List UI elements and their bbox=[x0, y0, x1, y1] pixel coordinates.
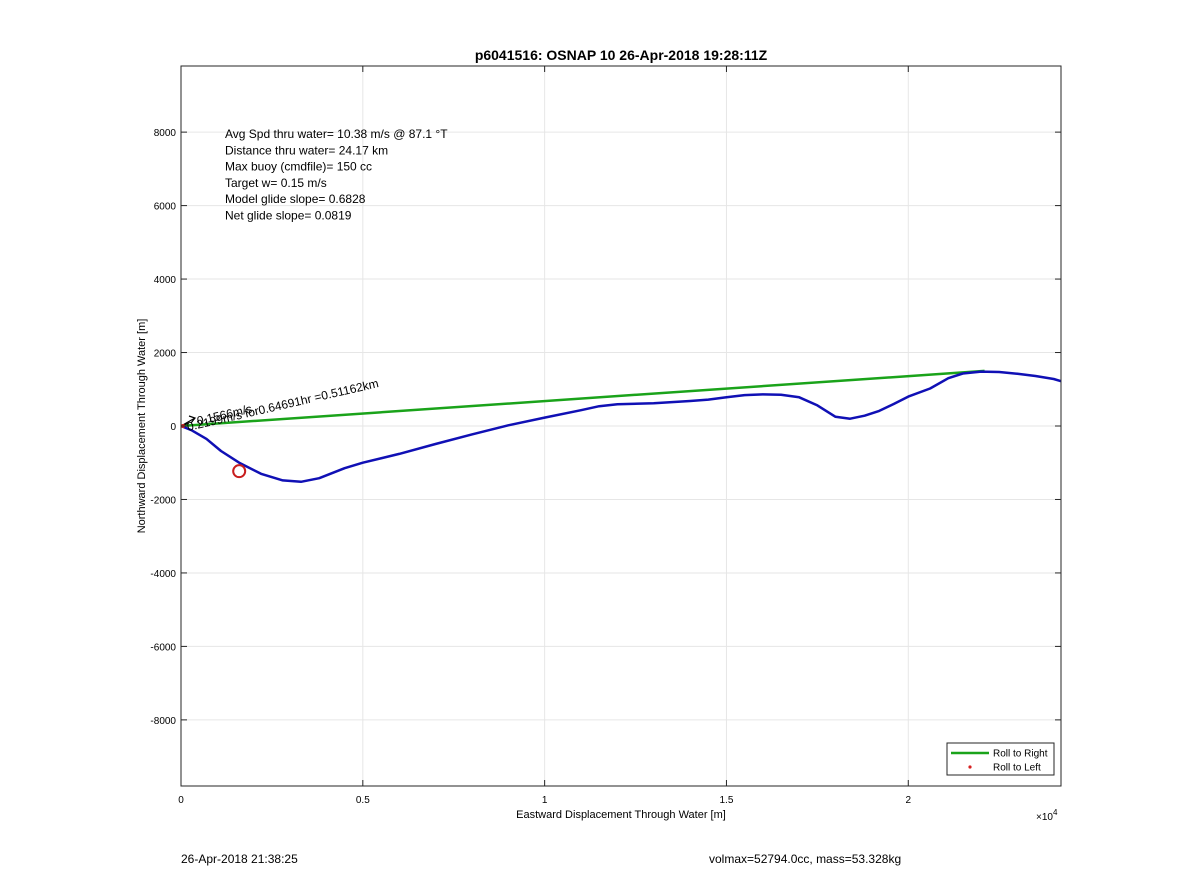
x-tick-label: 1 bbox=[542, 795, 548, 806]
y-tick-label: -8000 bbox=[150, 716, 176, 727]
y-tick-label: 6000 bbox=[154, 202, 177, 213]
vector-annotation: 0.2199m/s for0.64691hr =0.51162km bbox=[186, 376, 380, 434]
circle-marker bbox=[232, 464, 247, 479]
legend-entry: Roll to Right bbox=[993, 749, 1048, 760]
vector-arrowhead bbox=[188, 415, 197, 424]
x-tick-label: 1.5 bbox=[720, 795, 734, 806]
x-tick-label: 0 bbox=[178, 795, 184, 806]
x-tick-label: 2 bbox=[905, 795, 911, 806]
tick-layer: 0 0.5 1 1.5 2 -8000 -6000 -4000 -2000 0 2000 4000 60… bbox=[150, 66, 1061, 806]
legend: Roll to Right Roll to Left bbox=[946, 742, 1055, 776]
stats-line: Net glide slope= 0.0819 bbox=[225, 209, 352, 223]
chart-title: p6041516: OSNAP 10 26-Apr-2018 19:28:11Z bbox=[475, 47, 768, 63]
footer-timestamp: 26-Apr-2018 21:38:25 bbox=[181, 852, 298, 866]
stats-line: Target w= 0.15 m/s bbox=[225, 176, 327, 190]
y-tick-label: -4000 bbox=[150, 569, 176, 580]
stats-line: Avg Spd thru water= 10.38 m/s @ 87.1 °T bbox=[225, 127, 448, 141]
y-axis-label: Northward Displacement Through Water [m] bbox=[136, 319, 148, 534]
series-layer bbox=[180, 369, 1062, 484]
y-tick-label: 0 bbox=[170, 422, 176, 433]
y-tick-label: -2000 bbox=[150, 495, 176, 506]
trajectory-line bbox=[180, 370, 1062, 484]
legend-entry: Roll to Left bbox=[993, 763, 1041, 774]
y-tick-label: -6000 bbox=[150, 642, 176, 653]
stats-line: Max buoy (cmdfile)= 150 cc bbox=[225, 160, 372, 174]
stats-line: Distance thru water= 24.17 km bbox=[225, 143, 388, 157]
legend-swatch-dot bbox=[968, 765, 972, 769]
grid bbox=[180, 66, 1061, 786]
series-line-roll-to-right bbox=[180, 369, 985, 428]
y-tick-label: 2000 bbox=[154, 349, 177, 360]
y-tick-label: 8000 bbox=[154, 128, 177, 139]
y-tick-label: 4000 bbox=[154, 275, 177, 286]
x-axis-exponent: ×104 bbox=[1036, 808, 1058, 823]
marker-layer bbox=[180, 415, 247, 479]
x-axis-label: Eastward Displacement Through Water [m] bbox=[516, 809, 726, 821]
stats-annotation: Avg Spd thru water= 10.38 m/s @ 87.1 °T D… bbox=[225, 127, 448, 223]
legend-box bbox=[946, 742, 1055, 776]
footer-volmax-mass: volmax=52794.0cc, mass=53.328kg bbox=[709, 852, 902, 866]
x-axis-exponent-base: ×10 bbox=[1036, 812, 1053, 823]
stats-line: Model glide slope= 0.6828 bbox=[225, 192, 366, 206]
x-axis-exponent-power: 4 bbox=[1053, 808, 1058, 817]
x-tick-label: 0.5 bbox=[356, 795, 370, 806]
